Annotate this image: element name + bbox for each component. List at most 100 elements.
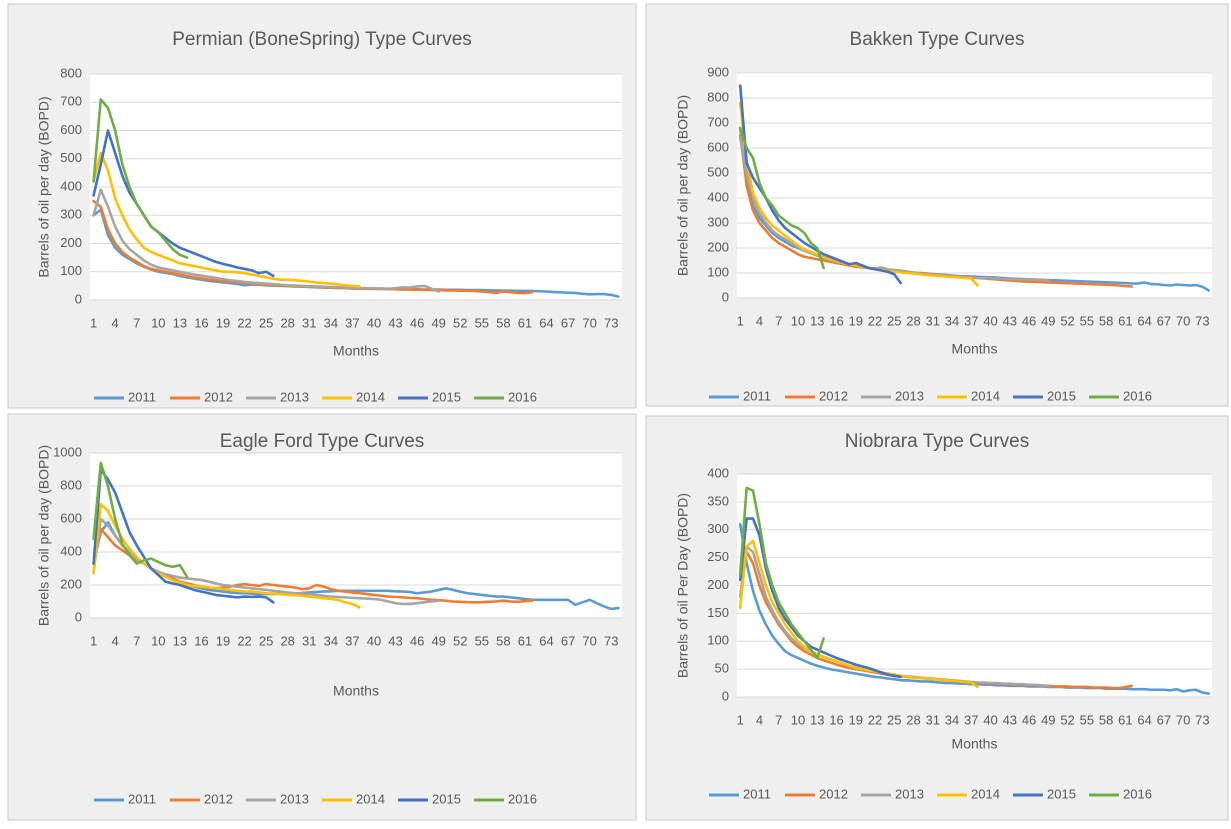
x-axis-title: Months <box>333 683 379 699</box>
legend-label: 2016 <box>1123 388 1152 403</box>
y-tick-label: 200 <box>60 576 82 591</box>
x-tick-label: 13 <box>810 313 824 328</box>
x-tick-label: 67 <box>1157 313 1171 328</box>
legend-label: 2012 <box>204 791 233 806</box>
y-tick-label: 250 <box>707 549 729 564</box>
x-tick-label: 43 <box>388 315 402 330</box>
x-tick-label: 37 <box>345 315 359 330</box>
y-tick-label: 500 <box>707 164 729 179</box>
y-tick-label: 700 <box>707 114 729 129</box>
x-tick-label: 49 <box>431 633 445 648</box>
x-tick-label: 73 <box>1195 712 1209 727</box>
x-tick-label: 19 <box>849 712 863 727</box>
x-tick-label: 58 <box>496 315 510 330</box>
x-tick-label: 22 <box>868 313 882 328</box>
y-tick-label: 800 <box>707 89 729 104</box>
legend-label: 2011 <box>743 786 771 801</box>
legend-label: 2011 <box>743 388 771 403</box>
y-axis-title: Barrels of oil Per Day (BOPD) <box>675 493 691 678</box>
chart-title: Bakken Type Curves <box>850 29 1025 50</box>
y-tick-label: 0 <box>722 688 729 703</box>
chart-title: Eagle Ford Type Curves <box>220 431 425 452</box>
x-tick-label: 1 <box>90 315 97 330</box>
x-tick-label: 61 <box>518 633 532 648</box>
series-line <box>92 468 275 604</box>
legend-label: 2015 <box>1047 388 1076 403</box>
x-tick-label: 7 <box>775 313 782 328</box>
x-tick-label: 67 <box>561 315 575 330</box>
y-tick-label: 600 <box>60 122 82 137</box>
x-tick-label: 22 <box>237 633 251 648</box>
y-tick-label: 600 <box>707 139 729 154</box>
x-tick-label: 37 <box>964 712 978 727</box>
legend-label: 2016 <box>508 791 537 806</box>
series-line <box>92 188 440 293</box>
x-tick-label: 22 <box>868 712 882 727</box>
x-tick-label: 58 <box>496 633 510 648</box>
y-tick-label: 350 <box>707 493 729 508</box>
y-tick-label: 600 <box>60 510 82 525</box>
x-tick-label: 49 <box>1041 313 1055 328</box>
legend-label: 2012 <box>819 786 848 801</box>
x-tick-label: 70 <box>582 315 596 330</box>
chart-title: Niobrara Type Curves <box>845 431 1029 452</box>
legend-label: 2016 <box>1123 786 1152 801</box>
x-tick-label: 52 <box>453 633 467 648</box>
x-tick-label: 28 <box>280 315 294 330</box>
y-axis-title: Barrels of oil per day (BOPD) <box>36 96 52 277</box>
chart-title: Permian (BoneSpring) Type Curves <box>172 29 472 50</box>
legend-label: 2014 <box>971 786 1000 801</box>
y-tick-label: 400 <box>60 543 82 558</box>
y-tick-label: 300 <box>60 207 82 222</box>
y-tick-label: 0 <box>722 289 729 304</box>
x-tick-label: 13 <box>810 712 824 727</box>
y-tick-label: 300 <box>707 521 729 536</box>
x-tick-label: 37 <box>964 313 978 328</box>
x-tick-label: 10 <box>791 712 805 727</box>
series-line <box>92 129 275 278</box>
y-tick-label: 200 <box>60 235 82 250</box>
x-tick-label: 46 <box>410 633 424 648</box>
x-tick-label: 70 <box>582 633 596 648</box>
x-tick-label: 31 <box>302 315 316 330</box>
y-tick-label: 300 <box>707 214 729 229</box>
x-tick-label: 31 <box>302 633 316 648</box>
x-tick-label: 40 <box>367 633 381 648</box>
x-tick-label: 70 <box>1176 712 1190 727</box>
x-axis-title: Months <box>952 341 998 357</box>
x-tick-label: 4 <box>756 712 763 727</box>
legend-label: 2015 <box>432 791 461 806</box>
x-tick-label: 70 <box>1176 313 1190 328</box>
x-tick-label: 46 <box>1022 712 1036 727</box>
x-tick-label: 43 <box>1003 712 1017 727</box>
series-line <box>738 101 980 287</box>
x-tick-label: 16 <box>194 633 208 648</box>
x-tick-label: 55 <box>475 633 489 648</box>
x-tick-label: 31 <box>926 712 940 727</box>
x-tick-label: 10 <box>151 315 165 330</box>
x-tick-label: 25 <box>259 315 273 330</box>
x-tick-label: 55 <box>1080 313 1094 328</box>
x-tick-label: 4 <box>112 633 119 648</box>
y-tick-label: 500 <box>60 150 82 165</box>
x-tick-label: 19 <box>216 315 230 330</box>
series-line <box>92 98 189 259</box>
x-tick-label: 49 <box>1041 712 1055 727</box>
legend-label: 2012 <box>204 389 233 404</box>
y-tick-label: 100 <box>707 264 729 279</box>
x-tick-label: 61 <box>518 315 532 330</box>
legend-label: 2016 <box>508 389 537 404</box>
x-tick-label: 13 <box>173 315 187 330</box>
x-tick-label: 7 <box>133 633 140 648</box>
x-tick-label: 10 <box>791 313 805 328</box>
x-tick-label: 19 <box>849 313 863 328</box>
x-tick-label: 67 <box>1157 712 1171 727</box>
x-tick-label: 37 <box>345 633 359 648</box>
x-tick-label: 1 <box>737 712 744 727</box>
x-tick-label: 52 <box>453 315 467 330</box>
series-line <box>92 461 189 579</box>
x-tick-label: 58 <box>1099 313 1113 328</box>
legend-label: 2011 <box>128 389 156 404</box>
x-tick-label: 13 <box>173 633 187 648</box>
